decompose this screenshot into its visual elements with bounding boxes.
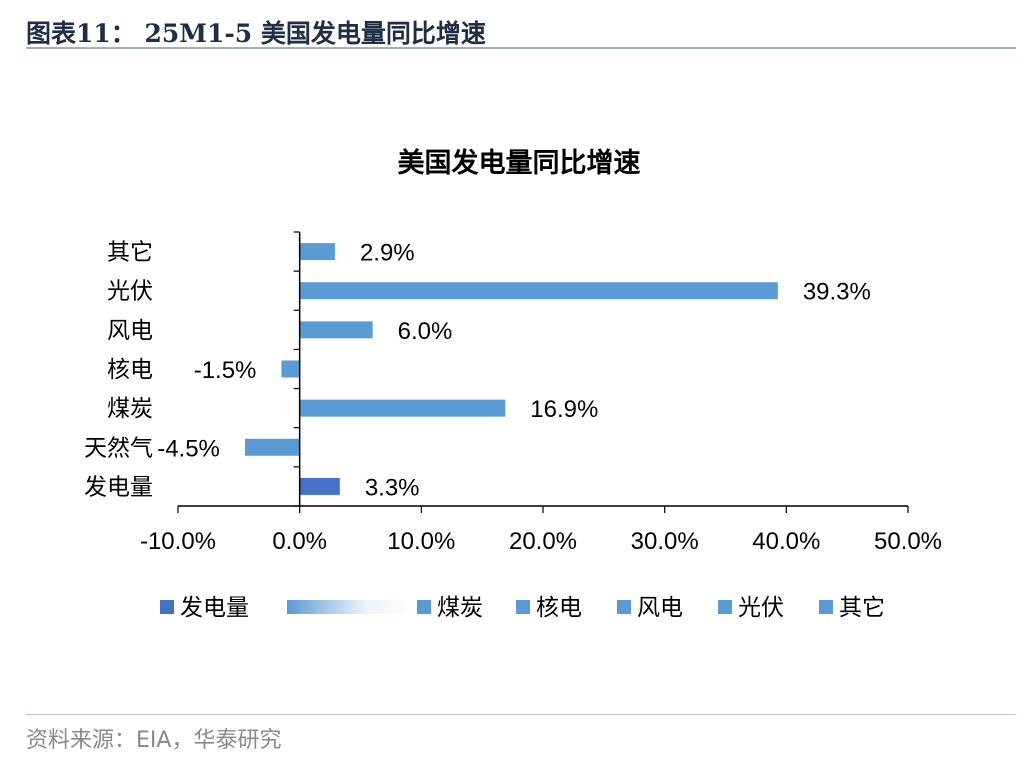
legend-label: 风电 [637, 595, 683, 621]
bar-风电 [299, 321, 373, 339]
legend-swatch [516, 600, 530, 614]
footer-rule [26, 714, 1016, 715]
chart-title: 美国发电量同比增速 [398, 147, 641, 179]
x-tick-label: 50.0% [874, 528, 942, 555]
legend-swatch [417, 600, 431, 614]
data-label: 6.0% [398, 318, 453, 345]
data-label: 39.3% [803, 279, 871, 306]
category-label: 发电量 [84, 474, 153, 500]
category-label: 煤炭 [107, 396, 153, 422]
bar-天然气 [244, 438, 300, 456]
legend-label: 煤炭 [437, 595, 483, 621]
figure-title: 图表11： 25M1-5 美国发电量同比增速 [26, 19, 486, 48]
category-label: 光伏 [107, 279, 153, 305]
x-tick-label: 10.0% [387, 528, 455, 555]
bar-其它 [299, 243, 335, 261]
bar-核电 [281, 360, 300, 378]
data-label: 2.9% [360, 240, 415, 267]
x-tick-label: 20.0% [509, 528, 577, 555]
legend-swatch [819, 600, 833, 614]
x-tick-label: 40.0% [752, 528, 820, 555]
category-label: 核电 [107, 357, 153, 383]
legend-label: 其它 [839, 595, 885, 621]
legend-swatch [617, 600, 631, 614]
category-label: 天然气 [84, 435, 153, 461]
bar-光伏 [299, 282, 778, 300]
bar-煤炭 [299, 399, 506, 417]
legend-swatch [718, 600, 732, 614]
source-note: 资料来源：EIA，华泰研究 [26, 728, 282, 753]
x-tick-label: 0.0% [272, 528, 327, 555]
legend-label: 发电量 [180, 595, 249, 621]
category-label: 其它 [107, 240, 153, 266]
bar-发电量 [299, 477, 340, 495]
legend-swatch [287, 600, 417, 614]
legend-label: 光伏 [738, 595, 784, 621]
legend-label: 核电 [536, 595, 582, 621]
x-tick-label: -10.0% [140, 528, 216, 555]
data-label: 3.3% [365, 474, 420, 501]
legend-swatch [160, 600, 174, 614]
x-tick-label: 30.0% [631, 528, 699, 555]
data-label: 16.9% [530, 396, 598, 423]
data-label: -4.5% [157, 435, 220, 462]
data-label: -1.5% [194, 357, 257, 384]
category-label: 风电 [107, 318, 153, 344]
header-rule [26, 47, 1016, 49]
